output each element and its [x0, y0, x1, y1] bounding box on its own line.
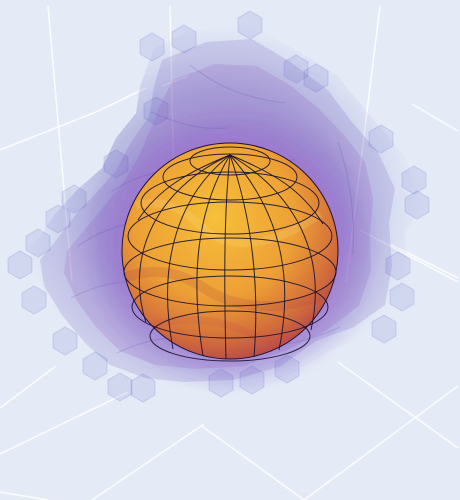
sphere-surface: [121, 142, 339, 360]
sphere-shell: [121, 142, 339, 360]
latitude-lines: [123, 146, 337, 362]
wireframe-grid: [123, 146, 337, 362]
longitude-lines: [137, 154, 324, 360]
